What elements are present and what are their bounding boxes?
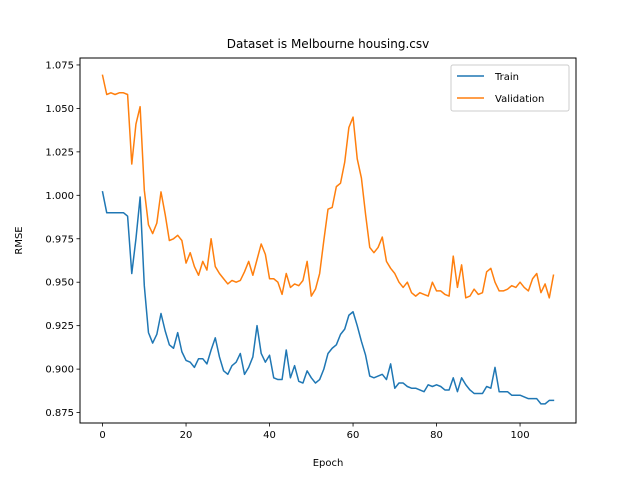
legend-label-train: Train: [494, 72, 519, 83]
series-line-train: [101, 190, 555, 405]
x-axis-label: Epoch: [313, 458, 344, 469]
x-tick-label: 100: [511, 430, 530, 441]
y-tick-label: 0.925: [45, 321, 74, 332]
x-tick-label: 60: [347, 430, 360, 441]
plot-area: 0 20 40 60 80 100 0.875 0.900 0.925 0.950 0.975 1.…: [45, 57, 577, 441]
y-axis-label: RMSE: [14, 226, 25, 254]
x-tick-label: 0: [99, 430, 105, 441]
legend-label-validation: Validation: [495, 94, 544, 105]
y-axis-ticks: 0.875 0.900 0.925 0.950 0.975 1.000 1.025 1.050…: [45, 60, 80, 419]
series-layer: [101, 74, 555, 405]
x-axis-ticks: 0 20 40 60 80 100: [99, 423, 530, 441]
y-tick-label: 1.000: [45, 191, 74, 202]
y-tick-label: 0.875: [45, 408, 74, 419]
y-tick-label: 0.975: [45, 234, 74, 245]
series-line-validation: [101, 74, 555, 299]
axes-frame: [79, 57, 577, 424]
y-tick-label: 1.050: [45, 104, 74, 115]
chart-title: Dataset is Melbourne housing.csv: [227, 37, 430, 51]
y-tick-label: 1.025: [45, 147, 74, 158]
y-tick-label: 1.075: [45, 60, 74, 71]
y-tick-label: 0.900: [45, 365, 74, 376]
legend: Train Validation: [450, 64, 570, 112]
x-tick-label: 80: [430, 430, 443, 441]
x-tick-label: 20: [180, 430, 193, 441]
y-tick-label: 0.950: [45, 278, 74, 289]
x-tick-label: 40: [263, 430, 276, 441]
